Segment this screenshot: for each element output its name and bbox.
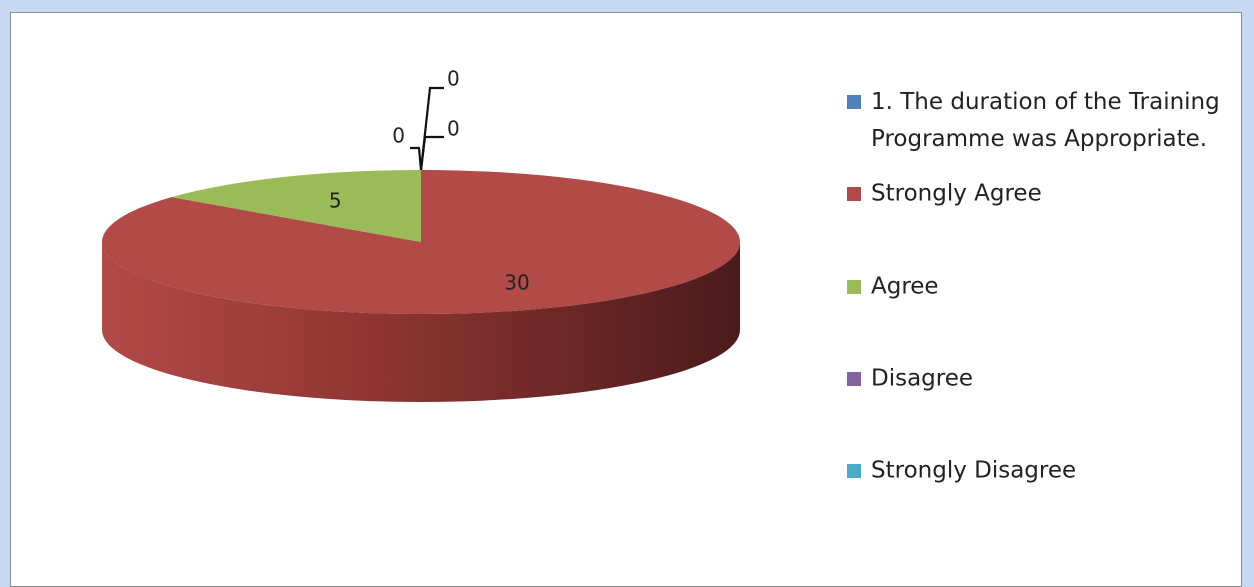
legend-swatch-disagree <box>847 372 861 386</box>
legend-label-strongly-disagree: Strongly Disagree <box>871 458 1076 484</box>
legend-label-strongly-agree: Strongly Agree <box>871 181 1042 207</box>
legend-label-1-the-duration-of-the-training-programme-was-appropriate: 1. The duration of the Training Programme… <box>871 89 1220 152</box>
legend-swatch-1-the-duration-of-the-training-programme-was-appropriate <box>847 95 861 109</box>
legend-swatch-strongly-disagree <box>847 464 861 478</box>
data-label-strongly-agree: 30 <box>504 271 529 295</box>
legend-label-disagree: Disagree <box>871 366 973 392</box>
legend: 1. The duration of the Training Programme… <box>847 89 1220 484</box>
data-label-disagree: 0 <box>447 117 460 141</box>
leader-line-1-the-duration-of-the-training-programme-was-appropriate <box>419 86 444 171</box>
data-label-strongly-disagree: 0 <box>392 124 405 148</box>
legend-swatch-agree <box>847 280 861 294</box>
pie-side-strongly-agree <box>102 242 740 402</box>
data-labels: 30 5 0 0 0 <box>329 67 530 295</box>
leader-line-strongly-disagree <box>410 146 423 171</box>
legend-swatch-strongly-agree <box>847 187 861 201</box>
data-label-1-the-duration-of-the-training-programme-was-appropriate: 0 <box>447 67 460 91</box>
legend-label-agree: Agree <box>871 274 939 300</box>
leader-line-disagree <box>419 135 444 171</box>
pie-slice-agree <box>171 170 421 242</box>
pie-slices <box>101 170 741 402</box>
data-label-agree: 5 <box>329 188 342 212</box>
